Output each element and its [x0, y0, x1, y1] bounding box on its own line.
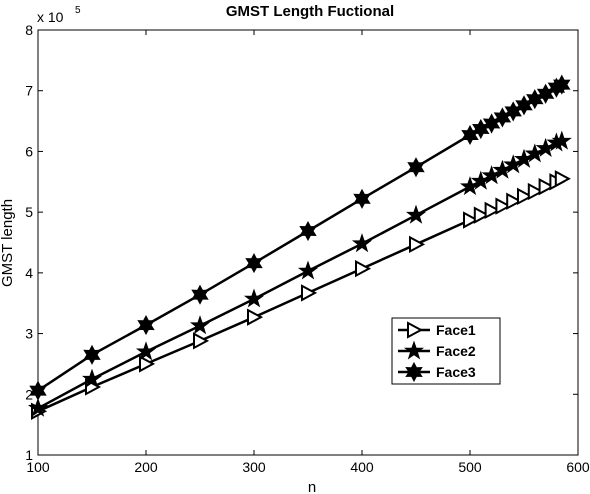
data-point-face2	[405, 204, 427, 224]
data-point-face1	[538, 177, 555, 196]
data-point-face3	[137, 315, 155, 336]
data-point-face2	[243, 288, 265, 308]
legend-label: Face1	[436, 322, 476, 338]
data-point-face1	[473, 206, 490, 224]
y-tick-label: 3	[25, 326, 33, 342]
y-tick-label: 5	[25, 204, 33, 220]
legend-marker	[403, 340, 425, 360]
data-point-face1	[506, 192, 523, 210]
y-tick-label: 1	[25, 447, 33, 463]
legend-label: Face2	[436, 343, 476, 359]
y-tick-label: 4	[25, 265, 33, 281]
data-point-face1	[517, 187, 534, 206]
y-tick-label: 6	[25, 143, 33, 159]
x-tick-label: 400	[350, 459, 374, 475]
data-point-face2	[351, 233, 373, 253]
data-point-face1	[484, 201, 501, 219]
data-point-face2	[189, 315, 211, 335]
x-tick-label: 600	[566, 459, 590, 475]
data-point-face2	[27, 397, 49, 417]
data-point-face3	[553, 74, 571, 95]
legend-label: Face3	[436, 364, 476, 380]
data-point-face3	[353, 188, 371, 209]
x-tick-label: 500	[458, 459, 482, 475]
data-point-face2	[551, 130, 572, 150]
data-point-face1	[463, 211, 480, 229]
data-point-face1	[247, 308, 264, 326]
chart-title: GMST Length Fuctional	[226, 3, 394, 20]
legend: Face1 Face2 Face3	[391, 317, 501, 385]
data-point-face1	[409, 235, 426, 253]
series-face3	[29, 74, 571, 401]
y-tick-label: 7	[25, 83, 33, 99]
data-point-face1	[495, 197, 512, 215]
series-face2	[27, 130, 572, 417]
legend-marker	[407, 321, 424, 339]
data-point-face1	[355, 259, 372, 278]
data-point-face2	[81, 368, 103, 388]
exponent-power: 5	[75, 5, 81, 16]
x-tick-label: 100	[26, 459, 50, 475]
legend-marker	[405, 361, 423, 383]
y-tick-label: 2	[25, 386, 33, 402]
data-point-face3	[83, 344, 101, 365]
exponent-base: x 10	[37, 9, 64, 25]
data-point-face3	[191, 284, 209, 305]
series-face1	[31, 170, 571, 420]
data-point-face1	[193, 332, 210, 350]
data-point-face3	[29, 380, 47, 401]
y-axis-label: GMST length	[0, 199, 16, 287]
x-axis-label: n	[308, 479, 316, 494]
data-point-face2	[135, 341, 157, 361]
data-point-face3	[407, 157, 425, 178]
data-point-face1	[301, 284, 318, 302]
y-tick-label: 8	[25, 22, 33, 38]
data-point-face1	[554, 170, 571, 188]
plot-area: 100 200 300 400 500 600 1 2 3 4 5 6 7 8	[25, 22, 590, 475]
data-point-face3	[245, 253, 263, 274]
data-point-face1	[139, 355, 156, 373]
plot-frame	[37, 29, 579, 456]
x-tick-label: 300	[242, 459, 266, 475]
x-tick-label: 200	[134, 459, 158, 475]
data-point-face2	[297, 260, 319, 280]
data-point-face1	[527, 182, 544, 201]
exponent-label: x 10 5	[37, 5, 81, 25]
data-point-face3	[299, 220, 317, 242]
